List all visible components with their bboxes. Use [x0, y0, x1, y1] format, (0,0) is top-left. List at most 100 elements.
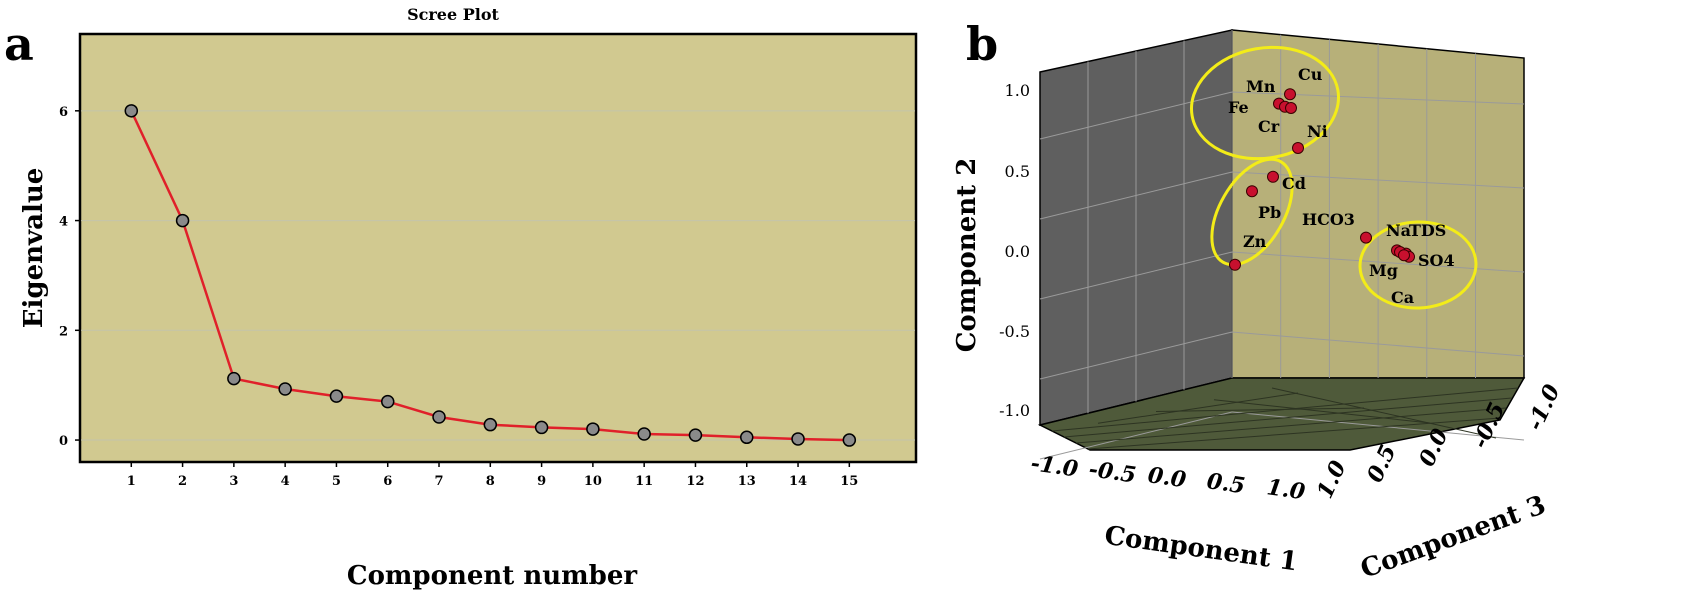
component3-tick-label: 0.5 — [1362, 441, 1402, 487]
scree-point — [227, 371, 241, 386]
point-cd — [1267, 170, 1279, 183]
3d-gridlines — [1039, 30, 1525, 460]
component3-tick-label: -1.0 — [1522, 380, 1566, 435]
component2-tick-label: 1.0 — [1005, 81, 1030, 100]
point-label-ca: Ca — [1391, 288, 1414, 307]
scree-x-tick-label: 15 — [840, 474, 858, 489]
point-label-cr: Cr — [1258, 117, 1280, 136]
scree-x-tick-label: 13 — [738, 474, 756, 489]
scree-point — [380, 394, 395, 409]
scree-x-tick-label: 12 — [686, 474, 704, 489]
point-pb — [1246, 185, 1258, 198]
scree-point — [278, 382, 292, 396]
scree-y-axis-title: Eigenvalue — [19, 168, 49, 329]
scree-x-tick-label: 5 — [332, 474, 341, 489]
scree-x-tick-label: 4 — [281, 474, 290, 489]
scree-plot-area — [78, 32, 918, 464]
scree-point — [483, 417, 498, 432]
point-label-pb: Pb — [1258, 203, 1281, 222]
scree-x-tick-label: 1 — [127, 474, 136, 489]
cluster-ellipse-3 — [1358, 220, 1478, 310]
scree-point — [688, 428, 703, 442]
floor-gridline — [1271, 387, 1497, 439]
point-label-cu: Cu — [1298, 65, 1323, 84]
scree-x-tick-label: 11 — [635, 474, 653, 489]
point-zn — [1229, 258, 1241, 271]
scree-point — [739, 430, 754, 445]
point-ni — [1292, 142, 1304, 154]
point-label-zn: Zn — [1243, 232, 1267, 251]
component3-tick-label: 1.0 — [1312, 456, 1352, 502]
scree-y-tick-label: 2 — [59, 324, 68, 339]
point-label-tds: TDS — [1409, 221, 1446, 240]
component1-tick-label: 1.0 — [1265, 474, 1307, 505]
component2-axis-title: Component 2 — [952, 158, 982, 353]
point-label-hco3: HCO3 — [1302, 210, 1355, 229]
scree-y-tick-label: 0 — [59, 434, 68, 449]
back-wall-gridline — [1039, 411, 1233, 460]
cluster-ellipse-2 — [1210, 157, 1294, 267]
scree-y-tick-label: 6 — [59, 105, 68, 120]
point-label-fe: Fe — [1228, 98, 1249, 117]
point-label-ni: Ni — [1307, 122, 1328, 141]
scree-point — [842, 433, 857, 447]
panel-label-a: a — [4, 17, 34, 71]
point-label-cd: Cd — [1282, 174, 1306, 193]
scree-x-tick-label: 7 — [434, 474, 443, 489]
point-cu — [1284, 88, 1296, 101]
component1-tick-label: -1.0 — [1029, 450, 1080, 482]
panel-label-b: b — [966, 17, 998, 71]
component1-tick-label: 0.5 — [1205, 468, 1247, 499]
scree-point — [586, 422, 600, 436]
scree-x-tick-label: 8 — [486, 474, 495, 489]
scree-gridlines — [81, 110, 915, 441]
scree-x-tick-label: 10 — [584, 474, 602, 489]
component2-tick-label: -1.0 — [999, 401, 1030, 420]
scree-x-tick-label: 9 — [537, 474, 546, 489]
scree-x-ticks: 1 2 3 4 5 6 7 8 9 10 11 12 13 14 15 — [127, 462, 858, 489]
component1-tick-label: -0.5 — [1087, 456, 1138, 488]
scree-x-tick-label: 6 — [383, 474, 392, 489]
scree-point — [432, 410, 446, 424]
point-label-so4: SO4 — [1418, 251, 1455, 270]
scree-points — [124, 104, 857, 447]
point-label-mn: Mn — [1246, 77, 1276, 96]
point-ca — [1398, 249, 1410, 262]
component1-axis-title: Component 1 — [1103, 521, 1300, 578]
scree-x-tick-label: 2 — [178, 474, 187, 489]
point-label-mg: Mg — [1369, 261, 1398, 280]
side-wall-gridline — [1231, 411, 1525, 441]
floor-gridline — [1087, 417, 1501, 450]
component2-tick-label: 0.5 — [1005, 162, 1030, 181]
point-cr — [1285, 102, 1297, 114]
floor-gridlines — [1051, 387, 1519, 450]
scree-x-tick-label: 14 — [789, 474, 807, 489]
scree-point — [329, 389, 344, 403]
scree-point — [791, 432, 805, 446]
scree-x-axis-title: Component number — [347, 561, 638, 591]
scree-point — [534, 420, 549, 435]
scree-y-ticks: 0 2 4 6 — [59, 105, 80, 449]
scree-point — [124, 104, 139, 118]
scree-title: Scree Plot — [407, 5, 499, 24]
component1-tick-label: 0.0 — [1146, 462, 1188, 493]
scree-point — [175, 213, 190, 228]
point-hco3 — [1360, 231, 1372, 244]
floor-gridline — [1213, 399, 1431, 424]
scree-x-tick-label: 3 — [229, 474, 238, 489]
point-label-na: Na — [1386, 221, 1411, 240]
floor-gridline — [1155, 407, 1365, 412]
cluster-ellipse-1 — [1190, 45, 1340, 161]
floor-gridline — [1063, 397, 1513, 438]
scree-point — [637, 427, 651, 441]
component3-axis-title: Component 3 — [1357, 490, 1550, 585]
scree-y-tick-label: 4 — [59, 215, 68, 230]
component2-tick-label: 0.0 — [1005, 242, 1030, 261]
floor-gridline — [1075, 407, 1507, 444]
component2-tick-label: -0.5 — [999, 322, 1030, 341]
floor-gridline — [1097, 392, 1299, 424]
